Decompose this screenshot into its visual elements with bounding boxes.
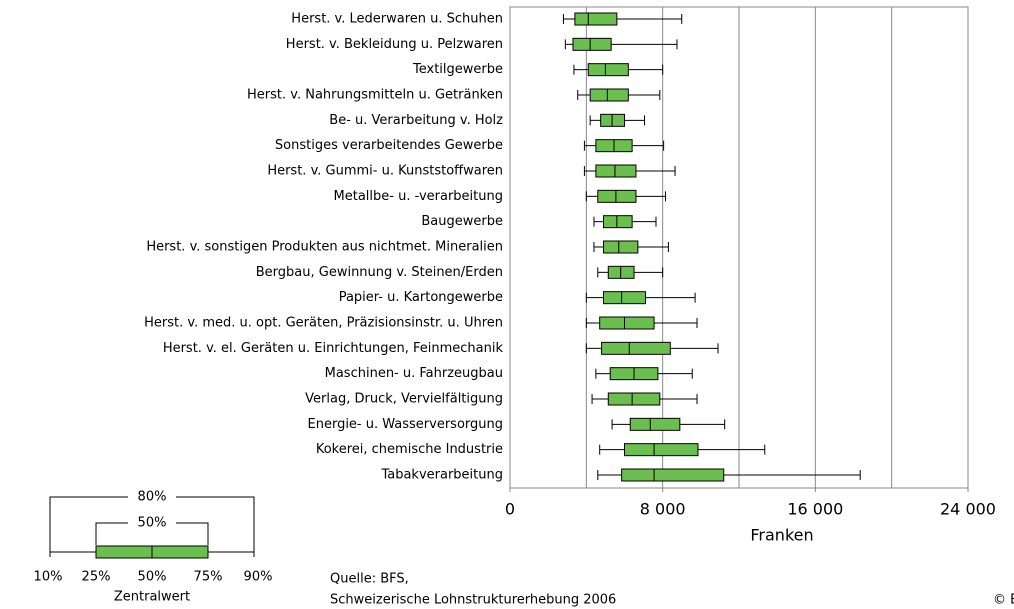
label-bg: [128, 490, 176, 504]
legend-label: 90%: [244, 570, 273, 585]
y-tick-label: Herst. v. Gummi- u. Kunststoffwaren: [267, 164, 503, 179]
y-tick-label: Verlag, Druck, Vervielfältigung: [305, 392, 503, 407]
legend-label: Zentralwert: [114, 590, 190, 605]
label-bg: [128, 516, 176, 530]
box: [629, 417, 681, 431]
box: [603, 215, 633, 229]
y-tick-label: Kokerei, chemische Industrie: [316, 442, 503, 457]
legend-label: 75%: [194, 570, 223, 585]
legend-label: 80%: [138, 490, 167, 505]
box: [621, 468, 725, 482]
box: [597, 189, 637, 203]
box: [607, 392, 661, 406]
legend-label: 50%: [138, 570, 167, 585]
y-tick-label: Textilgewerbe: [412, 62, 503, 77]
y-tick-label: Sonstiges verarbeitendes Gewerbe: [275, 138, 503, 153]
x-tick-label: 8 000: [640, 500, 686, 519]
box: [601, 341, 671, 355]
y-tick-label: Bergbau, Gewinnung v. Steinen/Erden: [256, 265, 503, 280]
y-tick-label: Herst. v. Bekleidung u. Pelzwaren: [286, 37, 503, 52]
legend-label: 50%: [138, 516, 167, 531]
box: [624, 443, 699, 457]
box: [599, 316, 655, 330]
y-tick-label: Herst. v. Nahrungsmitteln u. Getränken: [247, 88, 503, 103]
legend: [49, 496, 255, 559]
box: [603, 240, 639, 254]
y-tick-label: Be- u. Verarbeitung v. Holz: [329, 113, 503, 128]
box: [589, 88, 629, 102]
box: [572, 37, 612, 51]
y-tick-label: Maschinen- u. Fahrzeugbau: [325, 366, 503, 381]
box: [587, 63, 629, 77]
source: Quelle: BFS,: [330, 572, 409, 587]
y-tick-label: Papier- u. Kartongewerbe: [339, 290, 503, 305]
box: [595, 164, 637, 178]
box: [574, 12, 618, 26]
y-tick-label: Metallbe- u. -verarbeitung: [334, 189, 503, 204]
y-tick-label: Herst. v. Lederwaren u. Schuhen: [291, 12, 503, 27]
legend-label: 25%: [82, 570, 111, 585]
copyright: © B: [993, 593, 1014, 608]
y-tick-label: Tabakverarbeitung: [380, 468, 503, 483]
x-axis-label: Franken: [750, 526, 813, 545]
x-tick-label: 24 000: [940, 500, 996, 519]
x-tick-label: 16 000: [787, 500, 843, 519]
source: Schweizerische Lohnstrukturerhebung 2006: [330, 593, 616, 608]
y-tick-label: Herst. v. el. Geräten u. Einrichtungen, …: [163, 341, 504, 356]
box: [603, 291, 646, 305]
x-tick-label: 0: [505, 500, 515, 519]
y-tick-label: Baugewerbe: [421, 214, 503, 229]
y-tick-label: Herst. v. sonstigen Produkten aus nichtm…: [146, 240, 503, 255]
legend-label: 10%: [34, 570, 63, 585]
y-tick-label: Herst. v. med. u. opt. Geräten, Präzisio…: [144, 316, 503, 331]
y-tick-label: Energie- u. Wasserversorgung: [308, 417, 504, 432]
